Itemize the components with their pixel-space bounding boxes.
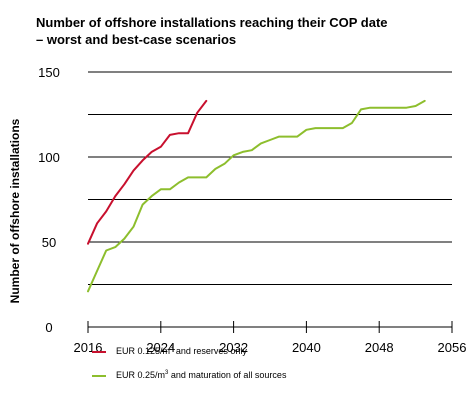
legend-item-green: EUR 0.25/m3 and maturation of all source… — [92, 370, 286, 381]
chart-title: Number of offshore installations reachin… — [36, 14, 456, 48]
x-tick-label-2056: 2056 — [438, 340, 467, 355]
y-tick-label-50: 50 — [42, 235, 56, 250]
series-line-1 — [87, 99, 426, 293]
x-axis — [87, 321, 453, 333]
y-tick-label-150: 150 — [38, 65, 60, 80]
legend-label-green: EUR 0.25/m3 and maturation of all source… — [116, 370, 287, 380]
y-axis-label: Number of offshore installations — [8, 118, 22, 303]
chart-title-line-1: Number of offshore installations reachin… — [36, 15, 388, 30]
legend-item-red: EUR 0.125/m3 and reserves only — [92, 346, 247, 357]
legend-swatch-green — [92, 374, 106, 377]
legend-swatch-red — [92, 350, 106, 353]
x-tick-label-2024: 2024 — [146, 340, 175, 355]
series-line-0 — [87, 99, 208, 245]
y-tick-label-0: 0 — [45, 320, 52, 335]
grid-lines — [88, 71, 452, 285]
chart-title-line-2: – worst and best-case scenarios — [36, 32, 237, 47]
x-tick-label-2032: 2032 — [219, 340, 248, 355]
x-tick-label-2040: 2040 — [292, 340, 321, 355]
x-tick-label-2048: 2048 — [365, 340, 394, 355]
series-lines — [87, 99, 426, 293]
y-tick-label-100: 100 — [38, 150, 60, 165]
legend-label-red: EUR 0.125/m3 and reserves only — [116, 346, 247, 356]
